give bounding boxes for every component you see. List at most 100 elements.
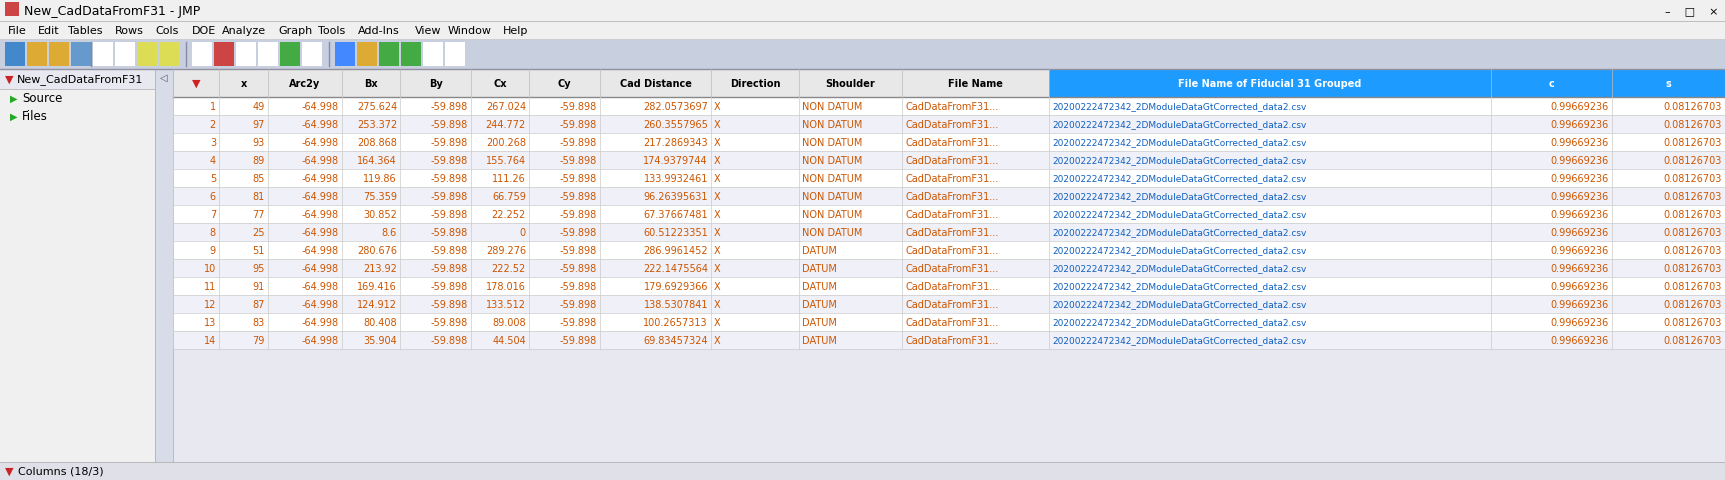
- Text: CadDataFromF31...: CadDataFromF31...: [906, 120, 999, 130]
- Text: Columns (18/3): Columns (18/3): [17, 466, 103, 476]
- Text: Window: Window: [448, 26, 492, 36]
- Text: 0.99669236: 0.99669236: [1551, 300, 1609, 309]
- Text: 133.9932461: 133.9932461: [643, 174, 707, 184]
- Text: -59.898: -59.898: [559, 300, 597, 309]
- Text: 0.08126703: 0.08126703: [1663, 264, 1722, 274]
- Text: CadDataFromF31...: CadDataFromF31...: [906, 264, 999, 274]
- Text: -59.898: -59.898: [559, 138, 597, 148]
- Text: CadDataFromF31...: CadDataFromF31...: [906, 102, 999, 112]
- Text: -64.998: -64.998: [302, 120, 340, 130]
- Text: 213.92: 213.92: [364, 264, 397, 274]
- Bar: [172, 116, 1725, 134]
- Text: 200.268: 200.268: [486, 138, 526, 148]
- Text: -64.998: -64.998: [302, 281, 340, 291]
- Text: 0.99669236: 0.99669236: [1551, 156, 1609, 166]
- Bar: [302, 43, 323, 67]
- Text: 20200222472342_2DModuleDataGtCorrected_data2.csv: 20200222472342_2DModuleDataGtCorrected_d…: [1052, 336, 1306, 345]
- Text: CadDataFromF31...: CadDataFromF31...: [906, 281, 999, 291]
- Text: DATUM: DATUM: [802, 300, 837, 309]
- Text: 1: 1: [210, 102, 216, 112]
- Bar: [335, 43, 355, 67]
- Text: 289.276: 289.276: [486, 245, 526, 255]
- Text: 91: 91: [254, 281, 266, 291]
- Text: 169.416: 169.416: [357, 281, 397, 291]
- Text: Arc2y: Arc2y: [290, 79, 321, 89]
- Bar: [423, 43, 443, 67]
- Text: Cx: Cx: [493, 79, 507, 89]
- Text: Tools: Tools: [317, 26, 345, 36]
- Bar: [172, 224, 1725, 241]
- Text: X: X: [714, 174, 721, 184]
- Text: -59.898: -59.898: [431, 281, 467, 291]
- Text: 0.99669236: 0.99669236: [1551, 174, 1609, 184]
- Text: 0.99669236: 0.99669236: [1551, 336, 1609, 345]
- Text: DATUM: DATUM: [802, 317, 837, 327]
- Text: 0.99669236: 0.99669236: [1551, 264, 1609, 274]
- Text: 13: 13: [204, 317, 216, 327]
- Bar: [0, 70, 155, 90]
- Text: 0.99669236: 0.99669236: [1551, 210, 1609, 219]
- Bar: [93, 43, 114, 67]
- Bar: [214, 43, 235, 67]
- Text: 0.08126703: 0.08126703: [1663, 156, 1722, 166]
- Text: -59.898: -59.898: [431, 138, 467, 148]
- Text: File: File: [9, 26, 28, 36]
- Text: 97: 97: [252, 120, 266, 130]
- Text: 12: 12: [204, 300, 216, 309]
- Text: DATUM: DATUM: [802, 281, 837, 291]
- Text: 20200222472342_2DModuleDataGtCorrected_data2.csv: 20200222472342_2DModuleDataGtCorrected_d…: [1052, 264, 1306, 273]
- Text: 0.08126703: 0.08126703: [1663, 192, 1722, 202]
- Text: 66.759: 66.759: [492, 192, 526, 202]
- Text: 20200222472342_2DModuleDataGtCorrected_data2.csv: 20200222472342_2DModuleDataGtCorrected_d…: [1052, 300, 1306, 309]
- Text: -64.998: -64.998: [302, 156, 340, 166]
- Text: 0.08126703: 0.08126703: [1663, 102, 1722, 112]
- Text: 4: 4: [210, 156, 216, 166]
- Text: X: X: [714, 120, 721, 130]
- Text: -59.898: -59.898: [431, 264, 467, 274]
- Text: 260.3557965: 260.3557965: [643, 120, 707, 130]
- Text: CadDataFromF31...: CadDataFromF31...: [906, 156, 999, 166]
- Text: 253.372: 253.372: [357, 120, 397, 130]
- Text: 85: 85: [252, 174, 266, 184]
- Text: X: X: [714, 317, 721, 327]
- Text: 9: 9: [210, 245, 216, 255]
- Bar: [159, 43, 179, 67]
- Text: 0.99669236: 0.99669236: [1551, 192, 1609, 202]
- Bar: [445, 43, 466, 67]
- Text: -59.898: -59.898: [431, 102, 467, 112]
- Text: 0.08126703: 0.08126703: [1663, 300, 1722, 309]
- Text: 0.99669236: 0.99669236: [1551, 281, 1609, 291]
- Text: -59.898: -59.898: [559, 317, 597, 327]
- Text: 222.52: 222.52: [492, 264, 526, 274]
- Text: 0.99669236: 0.99669236: [1551, 138, 1609, 148]
- Text: 179.6929366: 179.6929366: [643, 281, 707, 291]
- Text: NON DATUM: NON DATUM: [802, 156, 862, 166]
- Text: CadDataFromF31...: CadDataFromF31...: [906, 210, 999, 219]
- Text: 67.37667481: 67.37667481: [643, 210, 707, 219]
- Text: X: X: [714, 281, 721, 291]
- Bar: [116, 43, 135, 67]
- Text: -59.898: -59.898: [559, 192, 597, 202]
- Text: 222.1475564: 222.1475564: [643, 264, 707, 274]
- Text: 155.764: 155.764: [486, 156, 526, 166]
- Text: CadDataFromF31...: CadDataFromF31...: [906, 174, 999, 184]
- Text: X: X: [714, 336, 721, 345]
- Text: 286.9961452: 286.9961452: [643, 245, 707, 255]
- Text: 20200222472342_2DModuleDataGtCorrected_data2.csv: 20200222472342_2DModuleDataGtCorrected_d…: [1052, 120, 1306, 129]
- Text: 282.0573697: 282.0573697: [643, 102, 707, 112]
- Text: 7: 7: [210, 210, 216, 219]
- Text: 244.772: 244.772: [486, 120, 526, 130]
- Bar: [5, 43, 24, 67]
- Text: CadDataFromF31...: CadDataFromF31...: [906, 300, 999, 309]
- Text: 96.26395631: 96.26395631: [643, 192, 707, 202]
- Text: DATUM: DATUM: [802, 336, 837, 345]
- Text: X: X: [714, 192, 721, 202]
- Text: -59.898: -59.898: [559, 264, 597, 274]
- Bar: [172, 152, 1725, 169]
- Bar: [1611, 70, 1725, 98]
- Text: -59.898: -59.898: [559, 120, 597, 130]
- Bar: [279, 43, 300, 67]
- Text: -59.898: -59.898: [431, 210, 467, 219]
- Text: 164.364: 164.364: [357, 156, 397, 166]
- Text: -64.998: -64.998: [302, 245, 340, 255]
